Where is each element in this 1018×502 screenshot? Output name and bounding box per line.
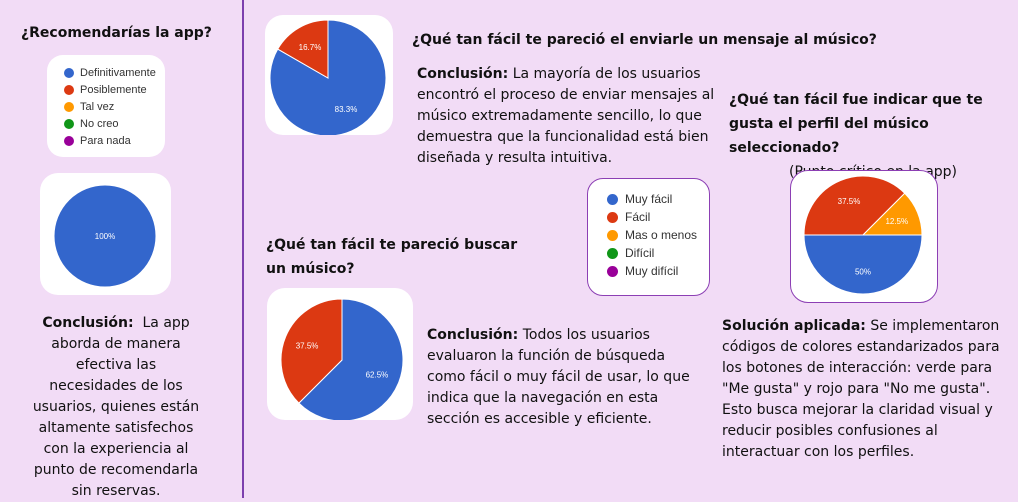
legend-swatch bbox=[64, 135, 74, 146]
pie-card-recommend: 100% bbox=[40, 173, 171, 295]
conclusion-search: Conclusión: Todos los usuarios evaluaron… bbox=[427, 327, 690, 427]
solution-like: Solución aplicada: Se implementaron códi… bbox=[722, 318, 1000, 460]
pie-chart-message: 83.3% 16.7% bbox=[269, 19, 387, 135]
pie-chart-like: 50% 37.5% 12.5% bbox=[803, 175, 923, 295]
question-search: ¿Qué tan fácil te pareció buscar un músi… bbox=[266, 237, 518, 277]
legend-recommend: Definitivamente Posiblemente Tal vez No cre… bbox=[47, 55, 165, 157]
section-divider bbox=[242, 0, 244, 498]
legend-item-posiblemente: Posiblemente bbox=[64, 81, 165, 98]
legend-item-facil: Fácil bbox=[607, 208, 709, 226]
pie-card-like: 50% 37.5% 12.5% bbox=[790, 170, 938, 303]
pie-slice-facil bbox=[803, 175, 906, 236]
legend-swatch bbox=[607, 247, 618, 259]
pie-slice-facil bbox=[277, 19, 329, 79]
legend-item-muy-facil: Muy fácil bbox=[607, 190, 709, 208]
question-message: ¿Qué tan fácil te pareció el enviarle un… bbox=[412, 32, 877, 48]
legend-label: Fácil bbox=[625, 210, 651, 224]
pie-label-definitivamente: 100% bbox=[95, 232, 115, 241]
legend-swatch bbox=[64, 67, 74, 78]
legend-label: No creo bbox=[80, 117, 119, 130]
pie-chart-search: 62.5% 37.5% bbox=[280, 298, 404, 420]
legend-label: Mas o menos bbox=[625, 228, 698, 242]
legend-label: Posiblemente bbox=[80, 83, 147, 96]
question-like: ¿Qué tan fácil fue indicar que te gusta … bbox=[729, 92, 983, 156]
legend-ease: Muy fácil Fácil Mas o menos Difícil Muy difí… bbox=[587, 178, 710, 296]
pie-chart-recommend: 100% bbox=[53, 184, 157, 288]
pie-slice-muy-facil bbox=[803, 234, 923, 295]
legend-swatch bbox=[64, 84, 74, 95]
legend-item-muy-dificil: Muy difícil bbox=[607, 262, 709, 280]
pie-slice-muy-facil bbox=[269, 19, 387, 135]
pie-label-facil: 37.5% bbox=[296, 342, 319, 351]
conclusion-recommend: Conclusión: La app aborda de manera efec… bbox=[32, 315, 200, 499]
legend-label: Definitivamente bbox=[80, 66, 156, 79]
pie-slice-mas-o-menos bbox=[861, 192, 923, 236]
pie-slice-facil bbox=[280, 298, 343, 404]
pie-slice-muy-facil bbox=[298, 298, 404, 420]
legend-item-dificil: Difícil bbox=[607, 244, 709, 262]
legend-item-mas-o-menos: Mas o menos bbox=[607, 226, 709, 244]
question-recommend: ¿Recomendarías la app? bbox=[21, 25, 212, 41]
legend-swatch bbox=[607, 211, 618, 223]
pie-label-muy-facil: 50% bbox=[855, 268, 871, 277]
pie-card-message: 83.3% 16.7% bbox=[265, 15, 393, 135]
legend-swatch bbox=[64, 118, 74, 129]
legend-label: Tal vez bbox=[80, 100, 115, 113]
legend-label: Para nada bbox=[80, 134, 131, 147]
legend-swatch bbox=[607, 193, 618, 205]
legend-item-no-creo: No creo bbox=[64, 115, 165, 132]
legend-swatch bbox=[64, 101, 74, 112]
conclusion-message: Conclusión: La mayoría de los usuarios e… bbox=[417, 66, 715, 166]
pie-label-facil: 37.5% bbox=[838, 197, 861, 206]
pie-label-mas-o-menos: 12.5% bbox=[885, 217, 908, 226]
legend-label: Muy fácil bbox=[625, 192, 673, 206]
pie-label-muy-facil: 83.3% bbox=[335, 105, 358, 114]
legend-item-tal-vez: Tal vez bbox=[64, 98, 165, 115]
legend-swatch bbox=[607, 265, 618, 277]
legend-label: Muy difícil bbox=[625, 264, 679, 278]
pie-slice-definitivamente bbox=[53, 184, 157, 288]
legend-item-para-nada: Para nada bbox=[64, 132, 165, 149]
pie-label-muy-facil: 62.5% bbox=[366, 370, 389, 379]
pie-label-facil: 16.7% bbox=[299, 43, 322, 52]
legend-label: Difícil bbox=[625, 246, 655, 260]
pie-card-search: 62.5% 37.5% bbox=[267, 288, 413, 420]
legend-swatch bbox=[607, 229, 618, 241]
legend-item-definitivamente: Definitivamente bbox=[64, 64, 165, 81]
